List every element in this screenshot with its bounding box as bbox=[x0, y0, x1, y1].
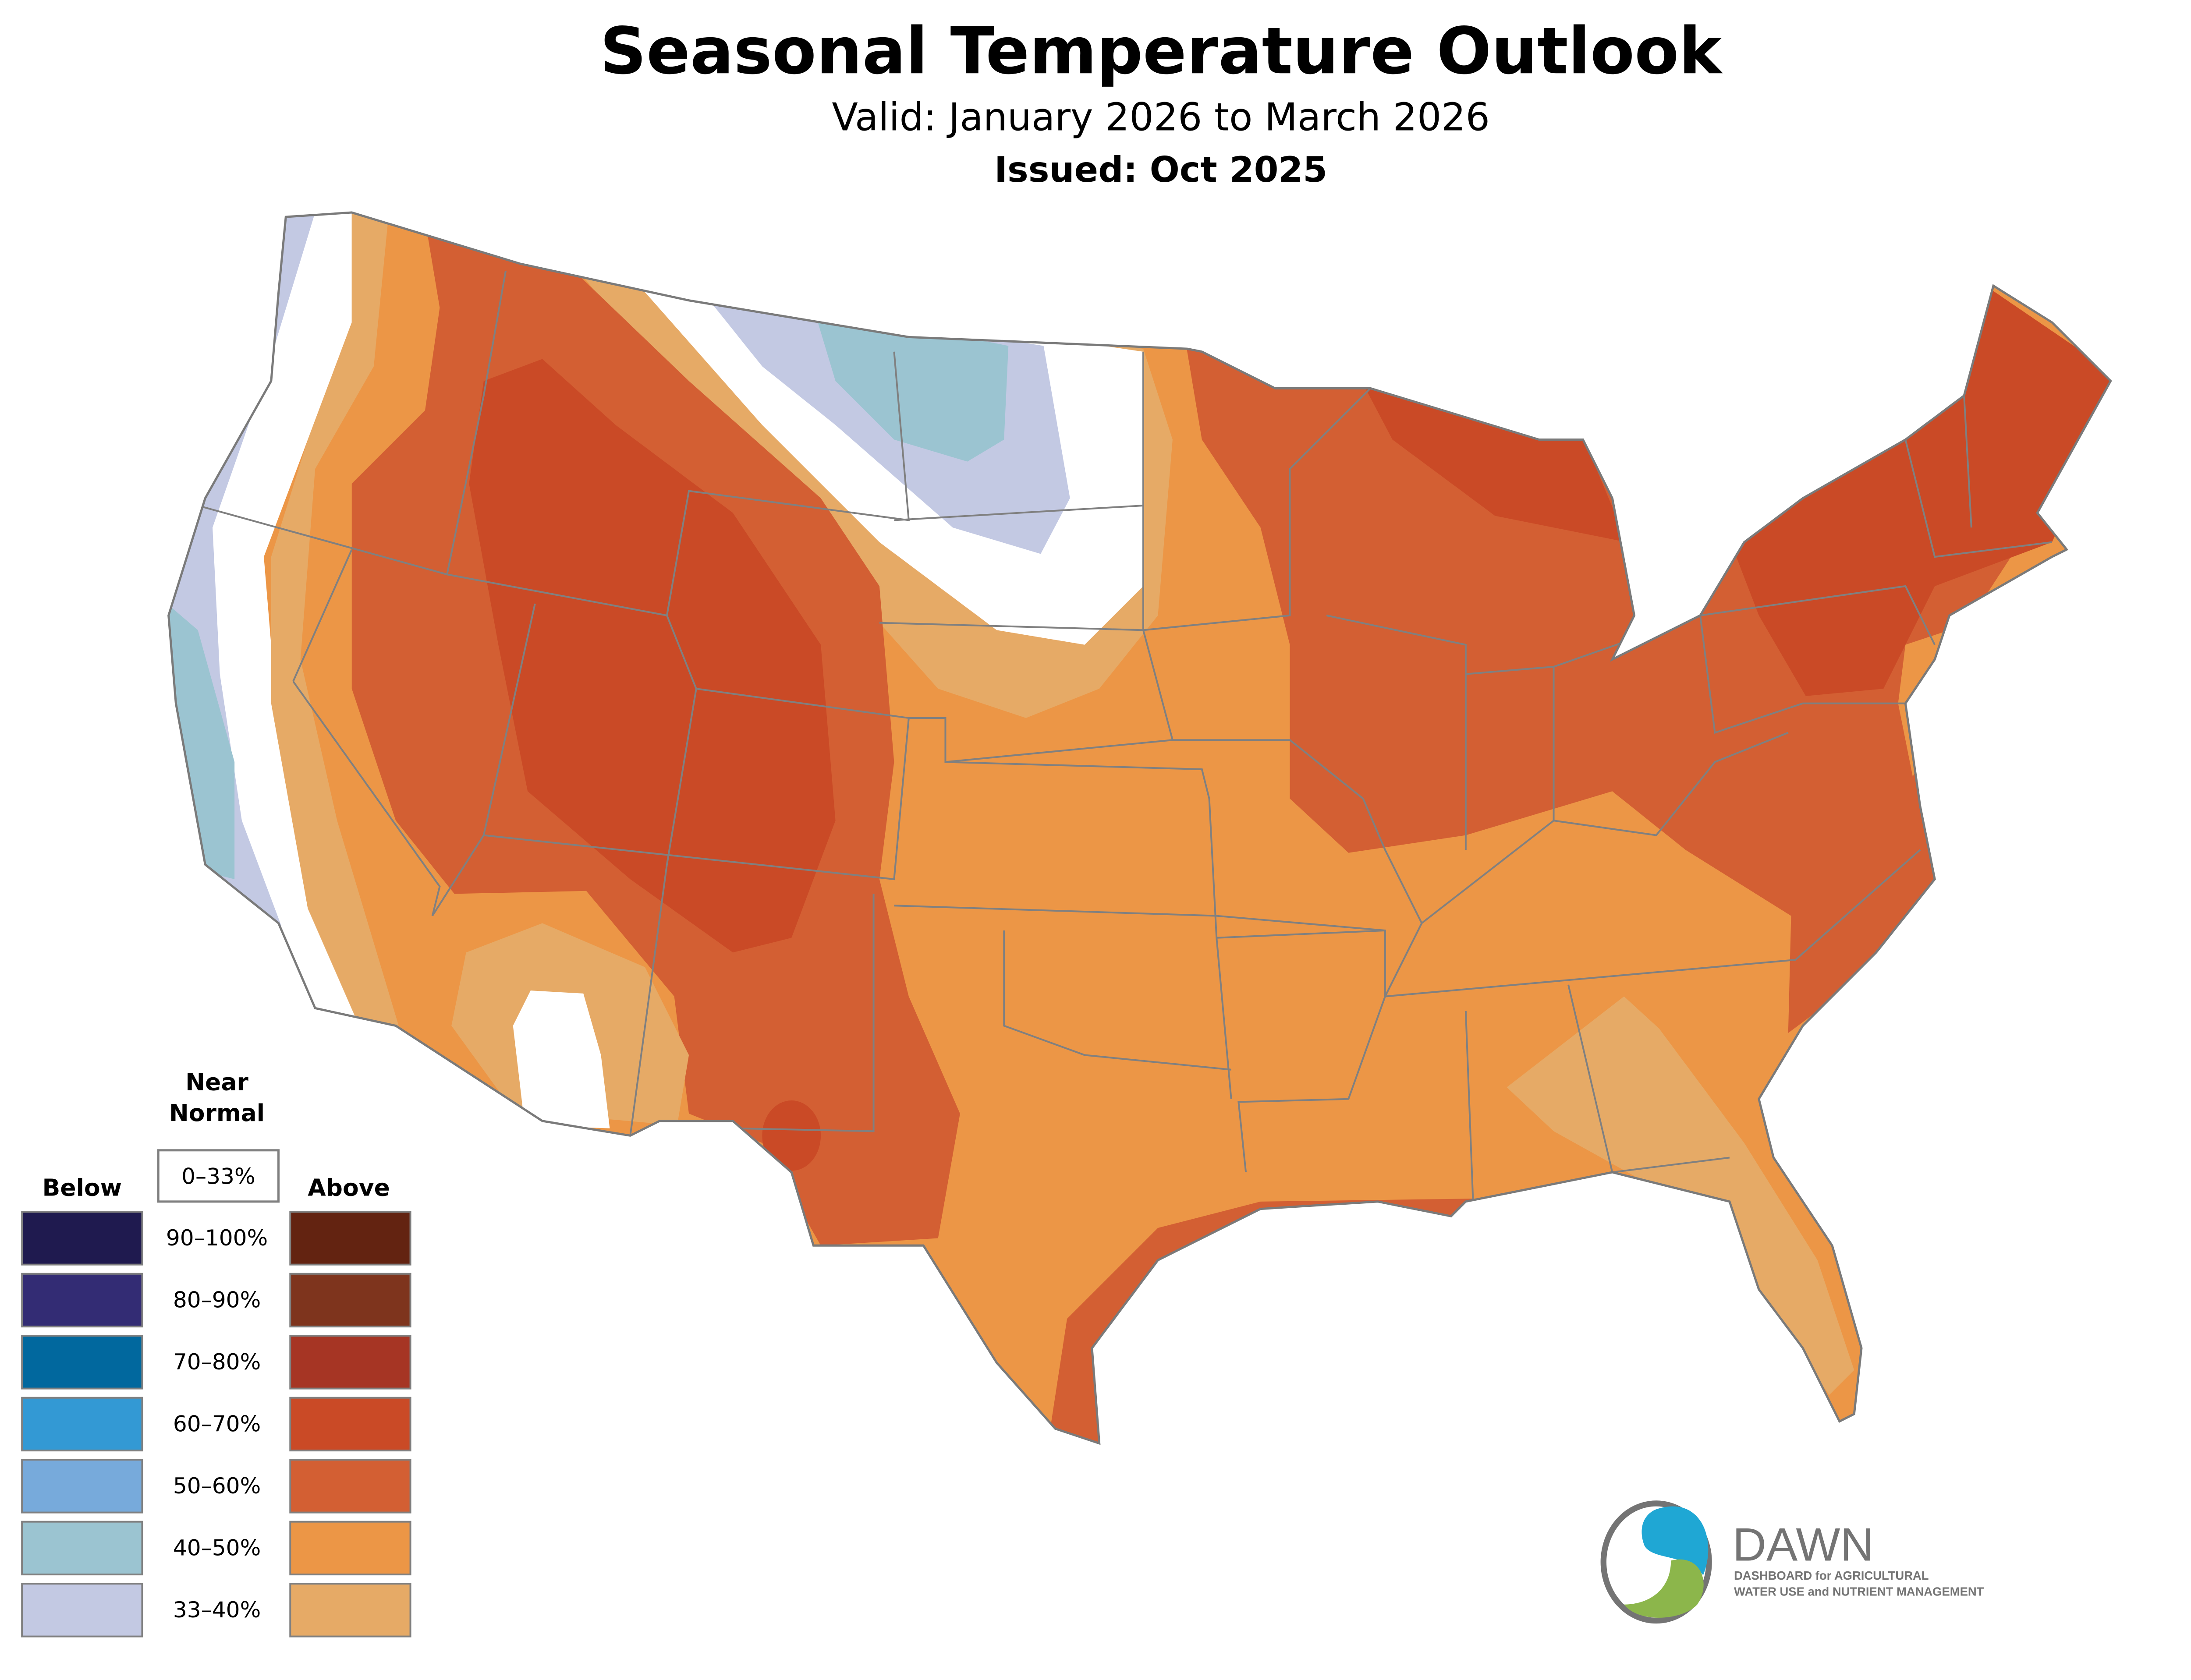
legend-swatch-above bbox=[289, 1459, 411, 1514]
legend-swatch-below bbox=[21, 1521, 143, 1576]
legend-range-label: 40–50% bbox=[173, 1535, 261, 1561]
legend-near-normal-line1: Near bbox=[185, 1068, 248, 1096]
logo-tagline-1: DASHBOARD for AGRICULTURAL bbox=[1734, 1569, 1929, 1582]
valid-period: Valid: January 2026 to March 2026 bbox=[832, 95, 1490, 140]
us-map bbox=[168, 212, 2111, 1443]
legend: Near Normal 0–33% Below Above 90–100% 80–… bbox=[21, 1068, 411, 1638]
logo-tagline-2: WATER USE and NUTRIENT MANAGEMENT bbox=[1734, 1585, 1984, 1599]
legend-range-label: 33–40% bbox=[173, 1597, 261, 1623]
issued-date: Issued: Oct 2025 bbox=[994, 149, 1327, 190]
legend-range-label: 60–70% bbox=[173, 1411, 261, 1437]
state-boundaries bbox=[198, 271, 2053, 1202]
zone-below-40-50-montana bbox=[813, 308, 1009, 462]
logo-green-leaf bbox=[1624, 1559, 1704, 1618]
map-title: Seasonal Temperature Outlook bbox=[600, 13, 1723, 88]
zone-above-60-70-texas-spot bbox=[762, 1100, 821, 1171]
legend-near-normal-box bbox=[157, 1149, 280, 1203]
legend-near-normal-line2: Normal bbox=[169, 1099, 265, 1127]
zone-above-60-70-great-lakes bbox=[1363, 384, 1627, 542]
legend-swatch-above bbox=[289, 1335, 411, 1390]
legend-swatch-below bbox=[21, 1397, 143, 1452]
legend-swatch-below bbox=[21, 1211, 143, 1266]
logo-circuit-leaf bbox=[1600, 1500, 1712, 1624]
legend-near-normal-range: 0–33% bbox=[181, 1164, 255, 1189]
legend-range-label: 50–60% bbox=[173, 1473, 261, 1499]
zone-below-40-50-california bbox=[168, 586, 235, 879]
zone-above-50-60-gulf bbox=[1048, 1199, 1473, 1443]
legend-range-label: 80–90% bbox=[173, 1287, 261, 1313]
legend-swatch-above bbox=[289, 1211, 411, 1266]
legend-swatch-above bbox=[289, 1521, 411, 1576]
legend-range-label: 70–80% bbox=[173, 1349, 261, 1375]
zone-above-60-70-great-basin bbox=[469, 359, 836, 953]
zone-above-60-70-northeast bbox=[1729, 271, 2111, 696]
logo-name: DAWN bbox=[1733, 1518, 1874, 1570]
legend-swatch-above bbox=[289, 1583, 411, 1638]
legend-swatch-below bbox=[21, 1583, 143, 1638]
legend-swatch-below bbox=[21, 1459, 143, 1514]
legend-swatch-below bbox=[21, 1335, 143, 1390]
zone-near-normal-arizona bbox=[513, 990, 610, 1128]
legend-swatch-below bbox=[21, 1273, 143, 1328]
legend-swatch-above bbox=[289, 1397, 411, 1452]
logo-water-drop bbox=[1641, 1506, 1709, 1575]
legend-swatch-above bbox=[289, 1273, 411, 1328]
legend-below-label: Below bbox=[43, 1174, 122, 1201]
legend-above-label: Above bbox=[308, 1174, 390, 1201]
dawn-logo: DAWN DASHBOARD for AGRICULTURAL WATER US… bbox=[1600, 1500, 1984, 1624]
zone-above-33-40-west bbox=[271, 212, 399, 1026]
legend-range-label: 90–100% bbox=[166, 1225, 268, 1251]
